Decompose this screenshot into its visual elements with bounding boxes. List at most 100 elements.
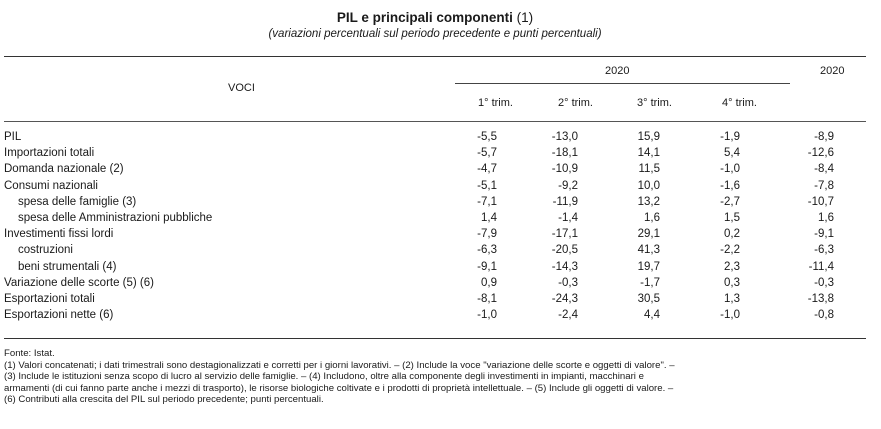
table-title: PIL e principali componenti (1) xyxy=(0,10,870,26)
cell-value: -2,2 xyxy=(720,244,740,257)
cell-value: -1,0 xyxy=(477,309,497,322)
table-title-note-ref: (1) xyxy=(516,10,534,25)
cell-value: 5,4 xyxy=(724,147,740,160)
cell-value: -8,9 xyxy=(814,131,834,143)
row-label: Importazioni totali xyxy=(4,147,95,160)
header-q1: 1° trim. xyxy=(478,97,513,109)
table-title-main: PIL e principali componenti xyxy=(336,10,513,25)
table-row: costruzioni -6,3 -20,5 41,3 -2,2 -6,3 xyxy=(0,242,881,258)
header-bottom-rule xyxy=(4,121,866,122)
table-notes: Fonte: Istat. (1) Valori concatenati; i … xyxy=(4,348,872,406)
row-label: PIL xyxy=(4,131,22,143)
header-q4: 4° trim. xyxy=(722,97,757,109)
cell-value: -0,8 xyxy=(814,309,834,322)
note-line: (3) Include le istituzioni senza scopo d… xyxy=(4,371,644,383)
cell-value: -1,0 xyxy=(720,309,740,322)
cell-value: -9,1 xyxy=(477,260,497,273)
note-line: (1) Valori concatenati; i dati trimestra… xyxy=(4,359,675,371)
top-rule xyxy=(4,56,866,57)
cell-value: -1,9 xyxy=(720,131,740,143)
note-line: armamenti (di cui fanno parte anche i me… xyxy=(4,382,674,394)
note-line: (6) Contributi alla crescita del PIL sul… xyxy=(4,394,324,406)
cell-value: 11,5 xyxy=(638,163,660,176)
cell-value: -17,1 xyxy=(551,228,578,241)
cell-value: -9,1 xyxy=(814,228,834,241)
cell-value: 1,6 xyxy=(818,212,834,224)
cell-value: 30,5 xyxy=(637,293,660,305)
cell-value: -1,4 xyxy=(558,212,578,224)
cell-value: -7,1 xyxy=(477,195,497,208)
header-year-annual: 2020 xyxy=(820,65,845,77)
cell-value: 14,1 xyxy=(637,147,660,160)
table-row: spesa delle famiglie (3) -7,1 -11,9 13,2 -2,… xyxy=(0,194,881,210)
row-label: Esportazioni totali xyxy=(4,293,95,305)
cell-value: -11,9 xyxy=(552,195,578,208)
cell-value: 0,3 xyxy=(724,276,740,289)
cell-value: -0,3 xyxy=(558,276,578,289)
cell-value: -1,6 xyxy=(720,179,740,192)
table-subtitle: (variazioni percentuali sul periodo prec… xyxy=(268,28,602,40)
cell-value: 19,7 xyxy=(637,260,660,273)
cell-value: -11,4 xyxy=(808,260,834,273)
table-row: Investimenti fissi lordi -7,9 -17,1 29,1 0,2… xyxy=(0,226,881,242)
header-q2: 2° trim. xyxy=(558,97,593,109)
row-label: Investimenti fissi lordi xyxy=(4,228,114,241)
table-row: PIL -5,5 -13,0 15,9 -1,9 -8,9 xyxy=(0,129,881,145)
header-voci: VOCI xyxy=(228,82,255,94)
cell-value: -1,7 xyxy=(640,276,660,289)
cell-value: -14,3 xyxy=(551,260,578,273)
cell-value: -5,5 xyxy=(477,131,497,143)
cell-value: 4,4 xyxy=(644,309,660,322)
table-row: beni strumentali (4) -9,1 -14,3 19,7 2,3 -11,… xyxy=(0,259,881,275)
table-row: Esportazioni totali -8,1 -24,3 30,5 1,3 -13,8 xyxy=(0,291,881,307)
cell-value: -18,1 xyxy=(551,147,578,160)
cell-value: -8,4 xyxy=(814,163,834,176)
cell-value: -2,7 xyxy=(720,195,740,208)
row-label: spesa delle Amministrazioni pubbliche xyxy=(18,212,213,224)
cell-value: -7,8 xyxy=(814,179,834,192)
cell-value: -6,3 xyxy=(814,244,834,257)
row-label: Consumi nazionali xyxy=(4,179,98,192)
cell-value: -6,3 xyxy=(477,244,497,257)
cell-value: -20,5 xyxy=(551,244,578,257)
cell-value: -0,3 xyxy=(814,276,834,289)
table-row: Esportazioni nette (6) -1,0 -2,4 4,4 -1,0 -0,… xyxy=(0,307,881,323)
table-row: Importazioni totali -5,7 -18,1 14,1 5,4 -12,6 xyxy=(0,145,881,161)
cell-value: -10,9 xyxy=(551,163,578,176)
cell-value: -13,8 xyxy=(807,293,834,305)
table-row: spesa delle Amministrazioni pubbliche 1,4… xyxy=(0,210,881,226)
cell-value: -13,0 xyxy=(551,131,578,143)
cell-value: -9,2 xyxy=(558,179,578,192)
cell-value: 2,3 xyxy=(724,260,740,273)
table-bottom-rule xyxy=(4,338,866,339)
year-span-rule xyxy=(455,83,790,84)
cell-value: -4,7 xyxy=(477,163,497,176)
cell-value: -1,0 xyxy=(720,163,740,176)
cell-value: 0,9 xyxy=(481,276,497,289)
header-year-quarterly: 2020 xyxy=(605,65,630,77)
row-label: costruzioni xyxy=(18,244,73,257)
row-label: spesa delle famiglie (3) xyxy=(18,195,137,208)
cell-value: 10,0 xyxy=(637,179,660,192)
cell-value: 41,3 xyxy=(637,244,660,257)
cell-value: 1,3 xyxy=(724,293,740,305)
header-q3: 3° trim. xyxy=(637,97,672,109)
cell-value: -8,1 xyxy=(477,293,497,305)
cell-value: -2,4 xyxy=(558,309,578,322)
cell-value: -7,9 xyxy=(477,228,497,241)
cell-value: 15,9 xyxy=(637,131,660,143)
note-source: Fonte: Istat. xyxy=(4,348,55,359)
table-row: Variazione delle scorte (5) (6) 0,9 -0,3 -1… xyxy=(0,275,881,291)
cell-value: -24,3 xyxy=(551,293,578,305)
row-label: Variazione delle scorte (5) (6) xyxy=(4,276,154,289)
table-title-block: PIL e principali componenti (1) (variazi… xyxy=(0,10,870,41)
cell-value: 0,2 xyxy=(724,228,740,241)
cell-value: -10,7 xyxy=(807,195,834,208)
cell-value: 1,5 xyxy=(724,212,740,224)
row-label: Esportazioni nette (6) xyxy=(4,309,114,322)
table-row: Consumi nazionali -5,1 -9,2 10,0 -1,6 -7,8 xyxy=(0,178,881,194)
cell-value: -5,7 xyxy=(477,147,497,160)
table-row: Domanda nazionale (2) -4,7 -10,9 11,5 -1,0 -8… xyxy=(0,161,881,177)
cell-value: 29,1 xyxy=(637,228,660,241)
